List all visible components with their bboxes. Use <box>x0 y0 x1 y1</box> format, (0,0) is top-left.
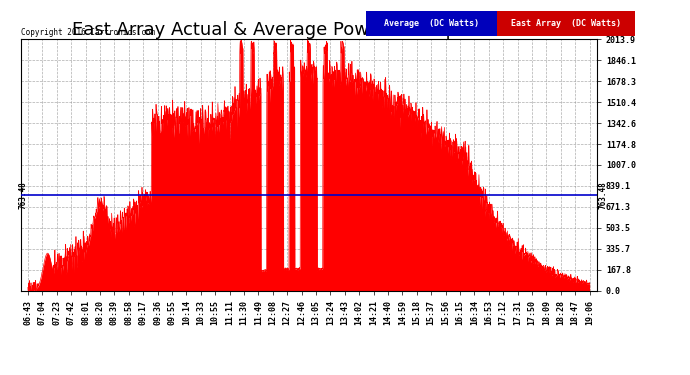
Text: East Array  (DC Watts): East Array (DC Watts) <box>511 19 622 28</box>
Title: East Array Actual & Average Power Sun Apr 3  19:22: East Array Actual & Average Power Sun Ap… <box>72 21 546 39</box>
Text: Average  (DC Watts): Average (DC Watts) <box>384 19 480 28</box>
Text: 763.48: 763.48 <box>19 182 28 209</box>
Text: 763.48: 763.48 <box>598 182 607 209</box>
Text: Copyright 2016 Cartronics.com: Copyright 2016 Cartronics.com <box>21 28 155 37</box>
